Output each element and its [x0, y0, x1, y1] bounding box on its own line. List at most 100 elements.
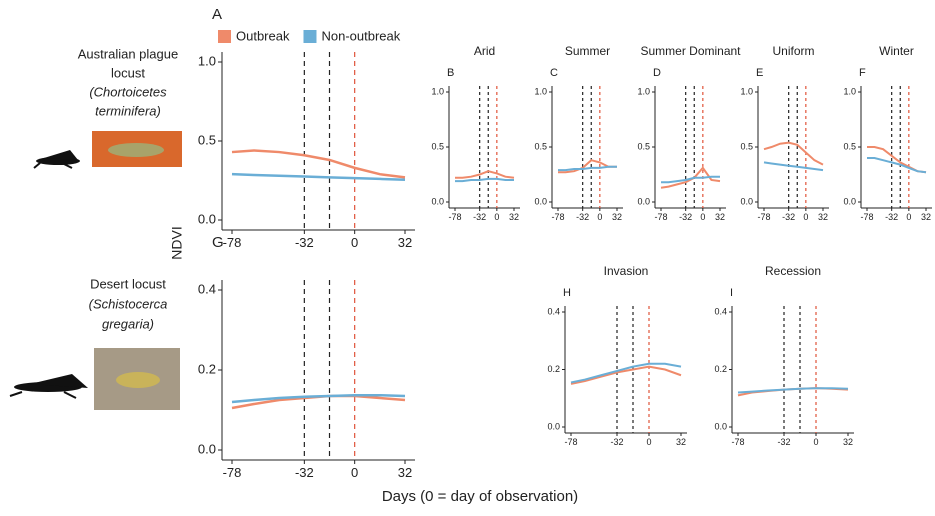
- x-tick-label: 0: [646, 437, 651, 447]
- series-line: [867, 157, 927, 174]
- panel: 0.0 0.5 1.0 -78 -32 0 32 A Outbreak Non-outbreak: [198, 6, 415, 250]
- series-line: [558, 165, 617, 172]
- x-tick-label: 32: [715, 212, 725, 222]
- series-line: [231, 172, 406, 181]
- locust-icon: [33, 150, 80, 169]
- y-tick-label: 0.0: [198, 441, 216, 456]
- series-line: [455, 170, 515, 179]
- x-tick-label: 0: [351, 235, 358, 250]
- panel-letter: B: [447, 67, 454, 79]
- x-tick-label: 32: [676, 437, 686, 447]
- x-tick-label: -78: [551, 212, 564, 222]
- panel: 0.0 0.5 1.0 -78 -32 0 32 C Summer: [534, 44, 623, 222]
- species-label: gregaria): [102, 316, 154, 331]
- panel-letter: E: [756, 67, 763, 79]
- x-tick-label: 0: [351, 465, 358, 480]
- y-tick-label: 0.5: [843, 141, 856, 151]
- y-tick-label: 1.0: [843, 86, 856, 96]
- x-tick-label: 32: [612, 212, 622, 222]
- y-tick-label: 0.4: [198, 281, 216, 296]
- species-label: locust: [111, 65, 145, 80]
- series-line: [231, 394, 406, 410]
- y-tick-label: 1.0: [637, 86, 650, 96]
- y-tick-label: 0.5: [431, 141, 444, 151]
- x-tick-label: 0: [813, 437, 818, 447]
- y-tick-label: 0.0: [198, 211, 216, 226]
- x-tick-label: -78: [757, 212, 770, 222]
- species-label: (Schistocerca: [89, 296, 168, 311]
- panel-letter: D: [653, 67, 661, 79]
- y-tick-label: 0.4: [547, 306, 560, 316]
- y-tick-label: 0.5: [198, 132, 216, 147]
- series-line: [660, 166, 721, 189]
- y-tick-label: 0.2: [547, 364, 560, 374]
- x-tick-label: 32: [398, 465, 412, 480]
- y-tick-label: 1.0: [198, 53, 216, 68]
- y-axis-label: NDVI: [169, 226, 185, 259]
- x-tick-label: 32: [509, 212, 519, 222]
- y-tick-label: 0.0: [431, 196, 444, 206]
- legend-swatch: [218, 30, 231, 43]
- x-tick-label: 0: [906, 212, 911, 222]
- species-label: (Chortoicetes: [89, 84, 167, 99]
- x-tick-label: -32: [777, 437, 790, 447]
- x-tick-label: -78: [731, 437, 744, 447]
- x-tick-label: -32: [610, 437, 623, 447]
- x-tick-label: 0: [803, 212, 808, 222]
- panel-letter: I: [730, 287, 733, 299]
- series-line: [570, 365, 682, 385]
- x-tick-label: -32: [295, 465, 314, 480]
- y-tick-label: 0.5: [534, 141, 547, 151]
- panel: 0.0 0.2 0.4 -78 -32 0 32 G: [198, 234, 415, 480]
- panel: 0.0 0.5 1.0 -78 -32 0 32 E Uniform: [740, 44, 829, 222]
- locust-photo-insect: [108, 143, 164, 157]
- x-axis-label: Days (0 = day of observation): [382, 488, 578, 505]
- panel: 0.0 0.2 0.4 -78 -32 0 32 I Recession: [714, 264, 854, 447]
- x-tick-label: 32: [921, 212, 931, 222]
- series-line: [455, 177, 514, 183]
- series-line: [661, 175, 720, 184]
- x-tick-label: 0: [700, 212, 705, 222]
- y-tick-label: 0.5: [740, 141, 753, 151]
- locust-icon: [9, 374, 88, 399]
- panel-title: Invasion: [604, 264, 649, 278]
- y-tick-label: 0.0: [714, 421, 727, 431]
- x-tick-label: -78: [860, 212, 873, 222]
- species-label: terminifera): [95, 103, 161, 118]
- panel: 0.0 0.5 1.0 -78 -32 0 32 F Winter: [843, 44, 932, 222]
- x-tick-label: -78: [654, 212, 667, 222]
- y-tick-label: 0.0: [547, 421, 560, 431]
- x-tick-label: -32: [885, 212, 898, 222]
- x-tick-label: 0: [494, 212, 499, 222]
- y-tick-label: 0.0: [843, 196, 856, 206]
- panel-title: Arid: [474, 44, 495, 58]
- panel-title: Winter: [879, 44, 914, 58]
- y-tick-label: 0.0: [740, 196, 753, 206]
- x-tick-label: -78: [564, 437, 577, 447]
- x-tick-label: 32: [818, 212, 828, 222]
- x-tick-label: -32: [679, 212, 692, 222]
- legend-label: Outbreak: [236, 28, 290, 43]
- series-line: [763, 161, 824, 172]
- locust-photo-insect: [116, 372, 160, 388]
- x-tick-label: -78: [223, 235, 242, 250]
- panel-letter: F: [859, 67, 866, 79]
- panel-letter: C: [550, 67, 558, 79]
- x-tick-label: -32: [576, 212, 589, 222]
- panel-letter: H: [563, 287, 571, 299]
- y-tick-label: 0.0: [534, 196, 547, 206]
- y-tick-label: 0.5: [637, 141, 650, 151]
- panel: 0.0 0.5 1.0 -78 -32 0 32 B Arid: [431, 44, 520, 222]
- y-tick-label: 0.4: [714, 306, 727, 316]
- species-label: Australian plague: [78, 46, 178, 61]
- series-line: [231, 149, 406, 179]
- x-tick-label: -32: [473, 212, 486, 222]
- y-tick-label: 0.0: [637, 196, 650, 206]
- x-tick-label: -32: [782, 212, 795, 222]
- legend-swatch: [303, 30, 317, 43]
- panel: 0.0 0.2 0.4 -78 -32 0 32 H Invasion: [547, 264, 687, 447]
- x-tick-label: -78: [448, 212, 461, 222]
- series-line: [231, 393, 406, 404]
- y-tick-label: 1.0: [740, 86, 753, 96]
